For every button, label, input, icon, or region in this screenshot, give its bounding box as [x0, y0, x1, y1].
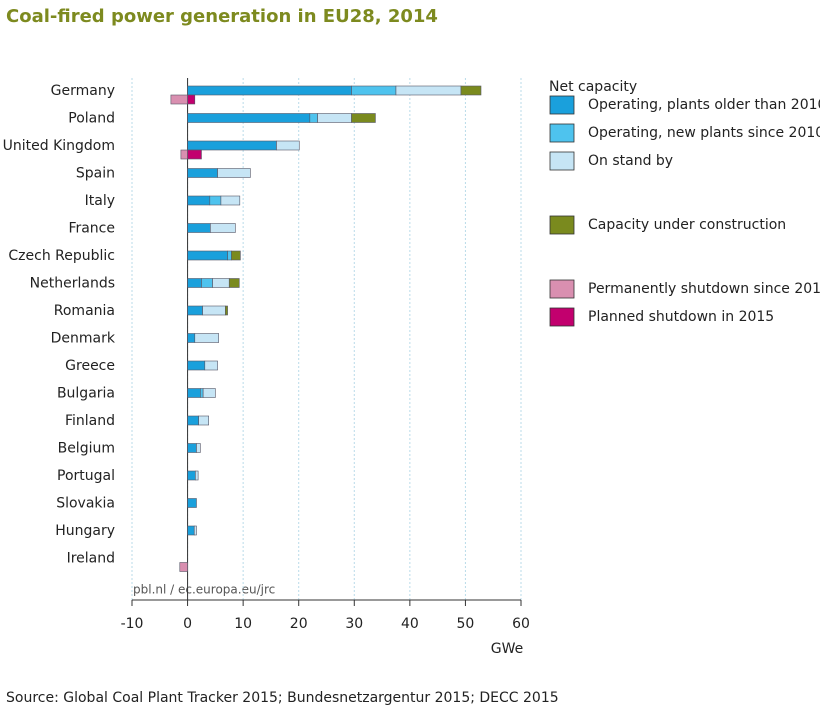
bar-segment — [217, 168, 251, 178]
source: Source: Global Coal Plant Tracker 2015; … — [6, 690, 559, 706]
bar-segment — [187, 415, 199, 426]
legend-label: Operating, new plants since 2010 — [588, 125, 820, 141]
bar-segment — [187, 168, 218, 178]
legend-swatch — [549, 123, 575, 143]
legend-swatch — [549, 215, 575, 235]
bar-segment — [309, 113, 318, 123]
bar-segment — [187, 470, 196, 481]
y-tick-label: Hungary — [55, 523, 115, 539]
y-tick-label: France — [68, 221, 115, 237]
y-tick-label: Belgium — [58, 441, 115, 457]
y-tick-label: Bulgaria — [57, 386, 115, 402]
bar-segment — [187, 305, 203, 316]
legend-label: Permanently shutdown since 2014 — [588, 281, 820, 297]
y-tick-label: Netherlands — [30, 276, 115, 292]
chart-title: Coal-fired power generation in EU28, 201… — [6, 6, 438, 27]
legend-label: On stand by — [588, 153, 673, 169]
x-axis-label: GWe — [491, 641, 523, 657]
legend-label: Operating, plants older than 2010 — [588, 97, 820, 113]
bar-segment — [202, 388, 216, 398]
x-tick-label: 60 — [512, 616, 530, 632]
x-tick-label: 0 — [183, 616, 192, 632]
legend-swatch — [549, 151, 575, 171]
bar-segment — [317, 113, 352, 123]
legend-label: Planned shutdown in 2015 — [588, 309, 774, 325]
bar-segment — [227, 250, 232, 261]
bar-segment — [187, 333, 196, 343]
x-tick-label: 40 — [401, 616, 419, 632]
y-tick-label: Greece — [65, 358, 115, 374]
y-tick-label: Romania — [54, 303, 115, 319]
y-tick-label: Poland — [68, 111, 115, 127]
y-tick-label: Slovakia — [56, 496, 115, 512]
credit: pbl.nl / ec.europa.eu/jrc — [133, 583, 275, 597]
bar-segment — [187, 360, 206, 371]
bar-segment — [195, 470, 199, 481]
bar-segment — [276, 140, 300, 151]
bar-segment — [187, 195, 211, 206]
bar-segment — [202, 305, 226, 316]
y-tick-label: United Kingdom — [3, 138, 115, 154]
bar-segment — [187, 250, 228, 261]
y-tick-label: Portugal — [57, 468, 115, 484]
x-tick-label: -10 — [121, 616, 144, 632]
bar-segment — [395, 85, 462, 96]
legend-swatch — [549, 95, 575, 115]
bar-segment — [187, 498, 197, 508]
x-tick-label: 10 — [234, 616, 252, 632]
bar-segment — [187, 140, 277, 151]
bar-segment — [187, 94, 196, 105]
bar-segment — [196, 443, 201, 453]
bar-segment — [194, 333, 219, 343]
bar-segment — [220, 195, 241, 206]
bar-segment — [200, 388, 204, 398]
legend-swatch — [549, 307, 575, 327]
bar-segment — [187, 85, 352, 96]
bar-segment — [210, 223, 236, 233]
y-tick-label: Ireland — [67, 551, 115, 567]
bar-segment — [209, 195, 222, 206]
y-tick-label: Spain — [76, 166, 115, 182]
y-tick-label: Czech Republic — [8, 248, 115, 264]
bar-segment — [187, 223, 211, 233]
bar-segment — [198, 415, 209, 426]
legend-label: Capacity under construction — [588, 217, 786, 233]
x-tick-label: 50 — [457, 616, 475, 632]
bar-segment — [460, 85, 482, 96]
bar-segment — [187, 388, 201, 398]
bar-segment — [212, 278, 230, 288]
y-tick-label: Denmark — [51, 331, 116, 347]
bar-segment — [187, 525, 195, 536]
legend-title: Net capacity — [549, 79, 637, 95]
bar-segment — [231, 250, 241, 261]
y-tick-label: Finland — [65, 413, 115, 429]
bar-segment — [225, 305, 228, 316]
x-tick-label: 30 — [345, 616, 363, 632]
bar-segment — [187, 149, 202, 160]
bar-segment — [187, 113, 311, 123]
bar-segment — [193, 525, 197, 536]
bar-segment — [204, 360, 218, 371]
bar-segment — [180, 149, 188, 160]
bar-segment — [201, 278, 213, 288]
bar-segment — [351, 85, 397, 96]
bar-segment — [351, 113, 376, 123]
legend-swatch — [549, 279, 575, 299]
bar-segment — [187, 278, 202, 288]
bar-segment — [179, 562, 188, 572]
x-tick-label: 20 — [290, 616, 308, 632]
bar-segment — [170, 94, 188, 105]
y-tick-label: Germany — [51, 83, 115, 99]
y-tick-label: Italy — [85, 193, 115, 209]
bar-segment — [228, 278, 240, 288]
bar-segment — [187, 443, 197, 453]
